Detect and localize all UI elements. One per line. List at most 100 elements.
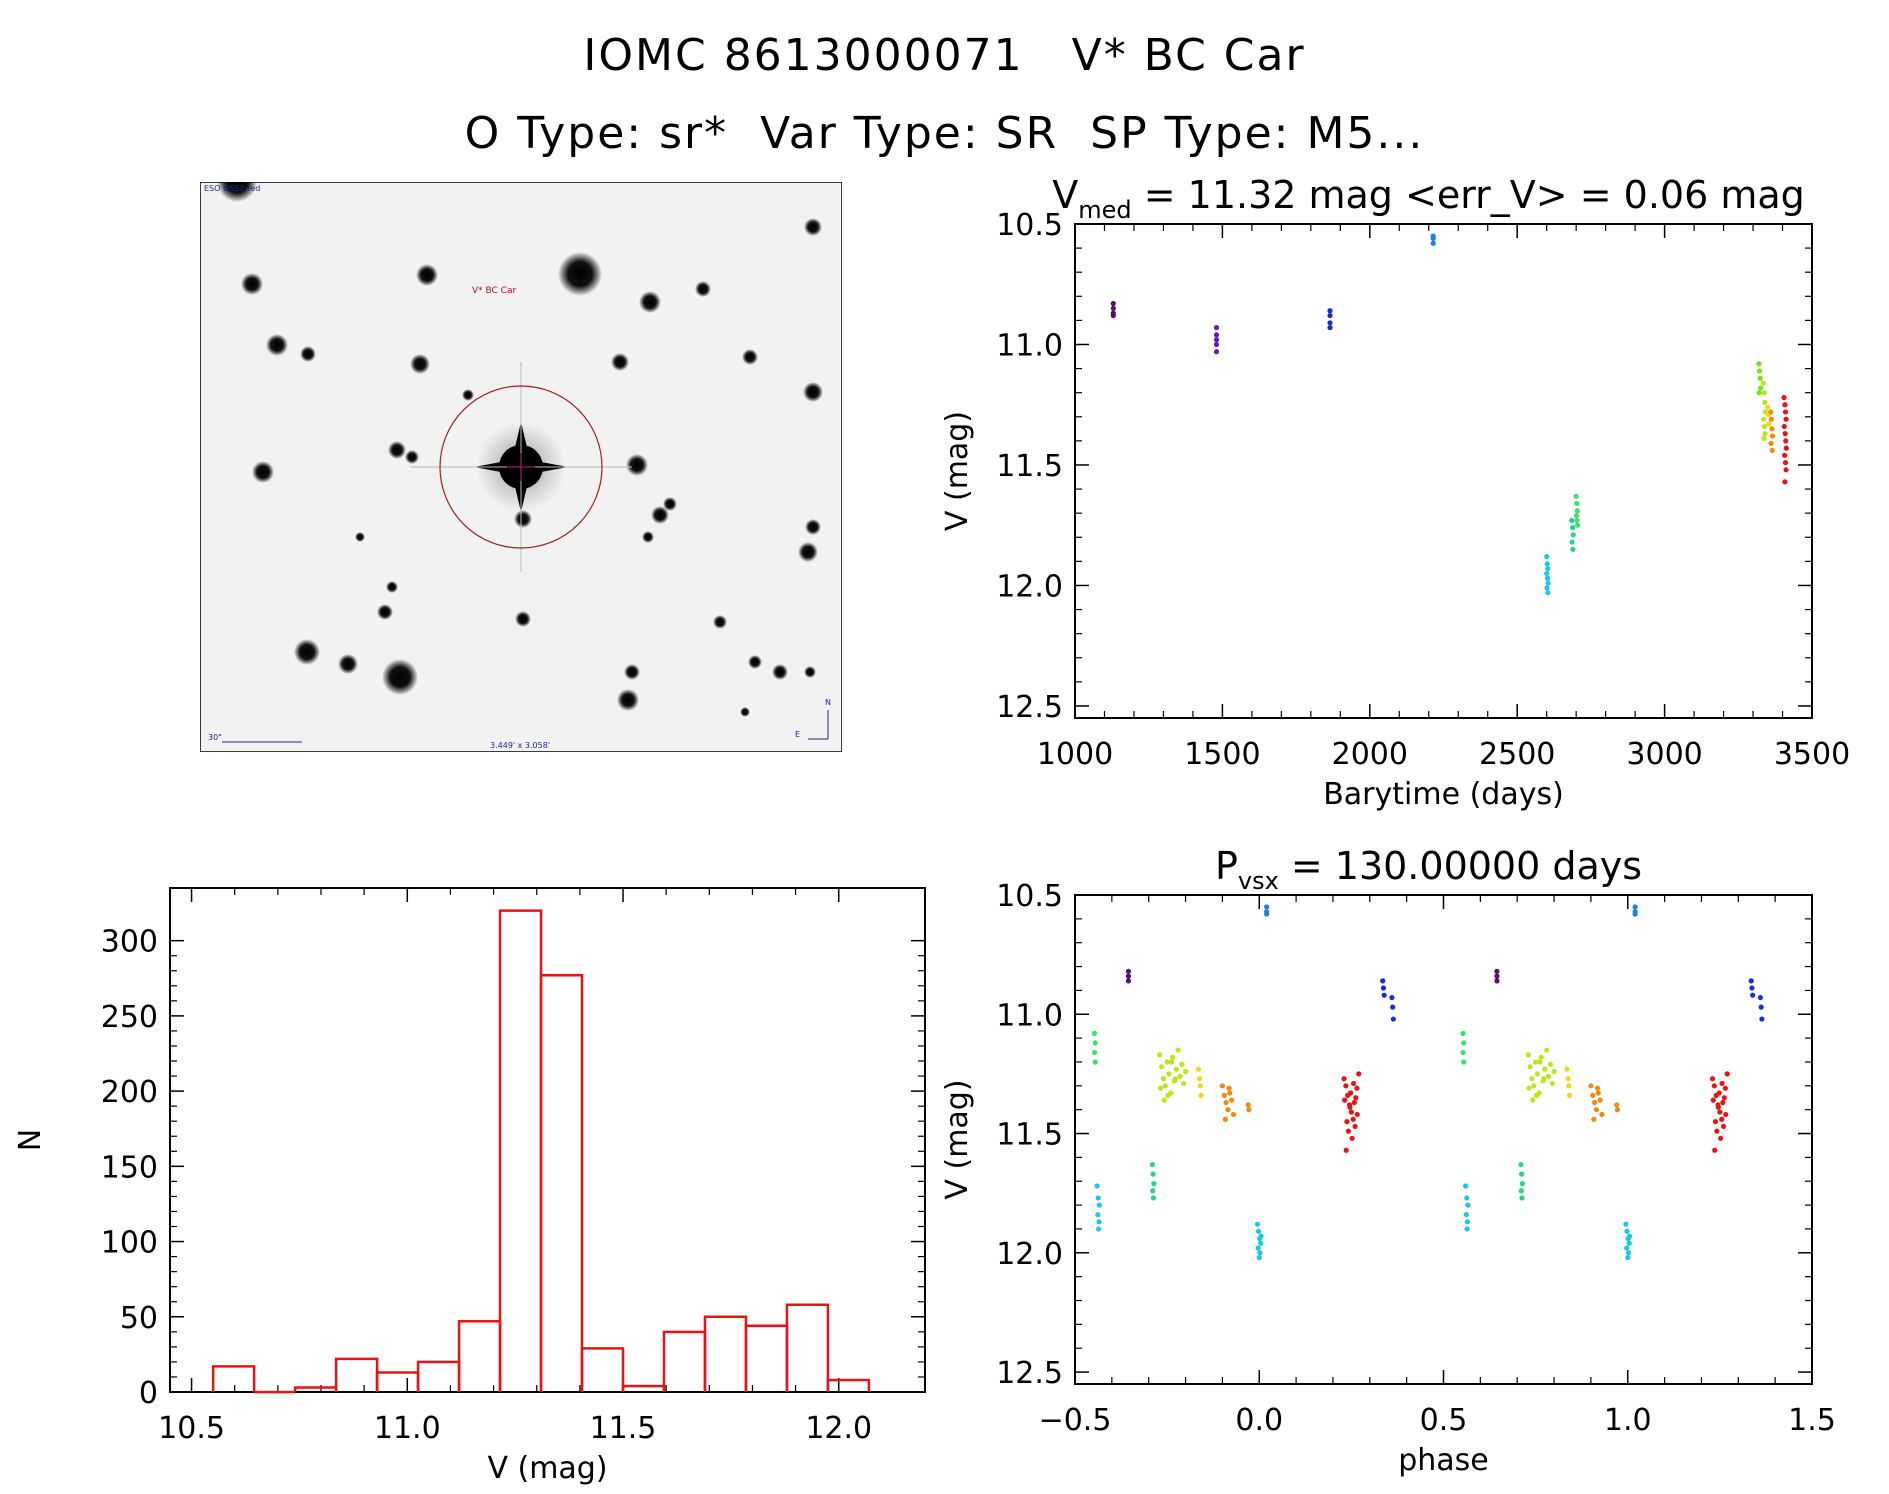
lightcurve-point-s5 [1544, 585, 1550, 591]
phased-point-p7b [1626, 1233, 1633, 1239]
lightcurve-point-s12 [1781, 394, 1787, 401]
phased-point-p7 [1257, 1235, 1263, 1242]
phased-point-p11b [1723, 1111, 1729, 1118]
lightcurve-point-s9 [1762, 431, 1768, 437]
lightcurve-ytick-label: 11.0 [996, 328, 1063, 363]
lightcurve-points [1110, 233, 1789, 596]
phased-ylabel: V (mag) [940, 1079, 975, 1199]
phased-point-p8b [1526, 1085, 1532, 1091]
phased-point-p8 [1158, 1064, 1165, 1070]
phased-point-p8b [1549, 1080, 1555, 1087]
histogram-bar [703, 1315, 748, 1392]
phased-point-p7 [1258, 1233, 1264, 1239]
east-label: E [795, 730, 800, 739]
phased-point-p8 [1157, 1052, 1163, 1058]
phased-point-p9 [1195, 1066, 1202, 1072]
histogram-xtick-label: 11.5 [590, 1411, 657, 1446]
lightcurve-point-s2 [1213, 332, 1220, 338]
phased-point-p1b [1494, 973, 1500, 979]
phased-point-p8b [1540, 1078, 1546, 1084]
phased-point-p10 [1225, 1107, 1231, 1113]
phased-point-p4b [1461, 1059, 1467, 1065]
phased-point-p5b [1519, 1171, 1525, 1177]
lightcurve-ylabel: V (mag) [940, 411, 975, 531]
scale-label: 30" [208, 733, 222, 742]
fov-label: 3.449' x 3.058' [490, 741, 550, 750]
lightcurve-ytick-label: 12.5 [996, 690, 1063, 725]
phased-point-p6 [1094, 1183, 1100, 1189]
phased-point-p2b [1750, 992, 1756, 998]
histogram-bar [826, 1378, 871, 1392]
lightcurve-point-s7 [1575, 522, 1581, 528]
lightcurve-point-s12 [1781, 423, 1787, 430]
phased-point-p5b [1518, 1161, 1524, 1168]
lightcurve-point-s11 [1768, 416, 1774, 422]
lightcurve-point-s1 [1110, 300, 1116, 307]
lightcurve-title: Vmed = 11.32 mag <err_V> = 0.06 mag [1052, 173, 1805, 224]
phased-point-p11 [1344, 1119, 1350, 1125]
lightcurve-point-s5 [1544, 561, 1550, 567]
histogram-ytick-label: 100 [101, 1226, 158, 1261]
phased-point-p8b [1533, 1059, 1539, 1065]
phased-point-p11 [1350, 1116, 1356, 1122]
phased-xtick-label: 1.5 [1788, 1403, 1836, 1438]
lightcurve-point-s5 [1544, 570, 1550, 577]
phased-point-p11b [1712, 1147, 1718, 1153]
phased-point-p10b [1588, 1083, 1594, 1089]
phased-point-p8b [1545, 1073, 1552, 1079]
histogram-xtick-label: 11.0 [374, 1411, 441, 1446]
histogram-bar [580, 1347, 625, 1392]
phased-point-p8b [1538, 1054, 1544, 1060]
histogram-xtick-label: 12.0 [805, 1411, 872, 1446]
phased-point-p9b [1566, 1083, 1572, 1089]
lightcurve-point-s9 [1762, 409, 1769, 415]
lightcurve-point-s5 [1545, 565, 1551, 572]
phased-point-p9 [1196, 1076, 1203, 1082]
phased-point-p8 [1177, 1073, 1183, 1079]
phased-point-p11 [1348, 1090, 1354, 1096]
lightcurve-point-s10 [1765, 411, 1771, 417]
phased-point-p5 [1149, 1161, 1155, 1168]
phased-axes: −0.5 0.0 0.5 1.0 1.5 10.5 11.0 11.5 12.0 12.5 phas… [940, 879, 1836, 1478]
phased-point-p6b [1463, 1183, 1469, 1189]
phased-point-p6 [1095, 1226, 1102, 1232]
phased-point-p8 [1168, 1059, 1175, 1065]
phased-point-p8 [1179, 1061, 1185, 1067]
phased-point-p11 [1343, 1083, 1349, 1089]
phased-point-p8 [1173, 1066, 1179, 1072]
phased-point-p3 [1264, 904, 1270, 910]
phased-point-p7 [1258, 1240, 1264, 1246]
phased-point-p6 [1096, 1219, 1102, 1225]
target-circle [439, 385, 603, 549]
lightcurve-point-s5 [1544, 575, 1551, 581]
phased-point-p8b [1537, 1059, 1543, 1065]
lightcurve-point-s8 [1756, 368, 1763, 374]
histogram-ytick-label: 200 [101, 1075, 158, 1110]
phased-point-p11b [1709, 1076, 1716, 1082]
phased-point-p2 [1380, 978, 1386, 984]
phased-point-p5b [1519, 1181, 1525, 1187]
phased-point-p10b [1590, 1092, 1596, 1098]
lightcurve-point-s12 [1782, 409, 1789, 415]
lightcurve-xlabel: Barytime (days) [1323, 777, 1564, 812]
lightcurve-point-s12 [1782, 431, 1788, 437]
lightcurve-point-s7 [1574, 508, 1580, 514]
phased-point-p11b [1724, 1071, 1730, 1077]
phased-point-p7 [1257, 1250, 1263, 1256]
phased-point-p11 [1349, 1135, 1355, 1141]
lightcurve-point-s6 [1569, 539, 1575, 545]
histogram-bar [416, 1360, 461, 1392]
lightcurve-xtick-label: 3500 [1774, 737, 1850, 772]
lightcurve-point-s6 [1569, 517, 1575, 524]
phased-point-p11b [1715, 1104, 1722, 1110]
lightcurve-point-s7 [1573, 512, 1580, 519]
phased-point-p9b [1565, 1076, 1571, 1082]
histogram-bar [334, 1357, 379, 1392]
phased-point-p8b [1531, 1083, 1537, 1089]
phased-point-p8b [1530, 1097, 1536, 1103]
phased-point-p11b [1713, 1092, 1719, 1098]
phased-point-p8b [1547, 1061, 1553, 1067]
lightcurve-point-s3 [1327, 312, 1333, 319]
phased-point-p8 [1168, 1090, 1174, 1096]
phased-point-p2b [1758, 1004, 1764, 1010]
